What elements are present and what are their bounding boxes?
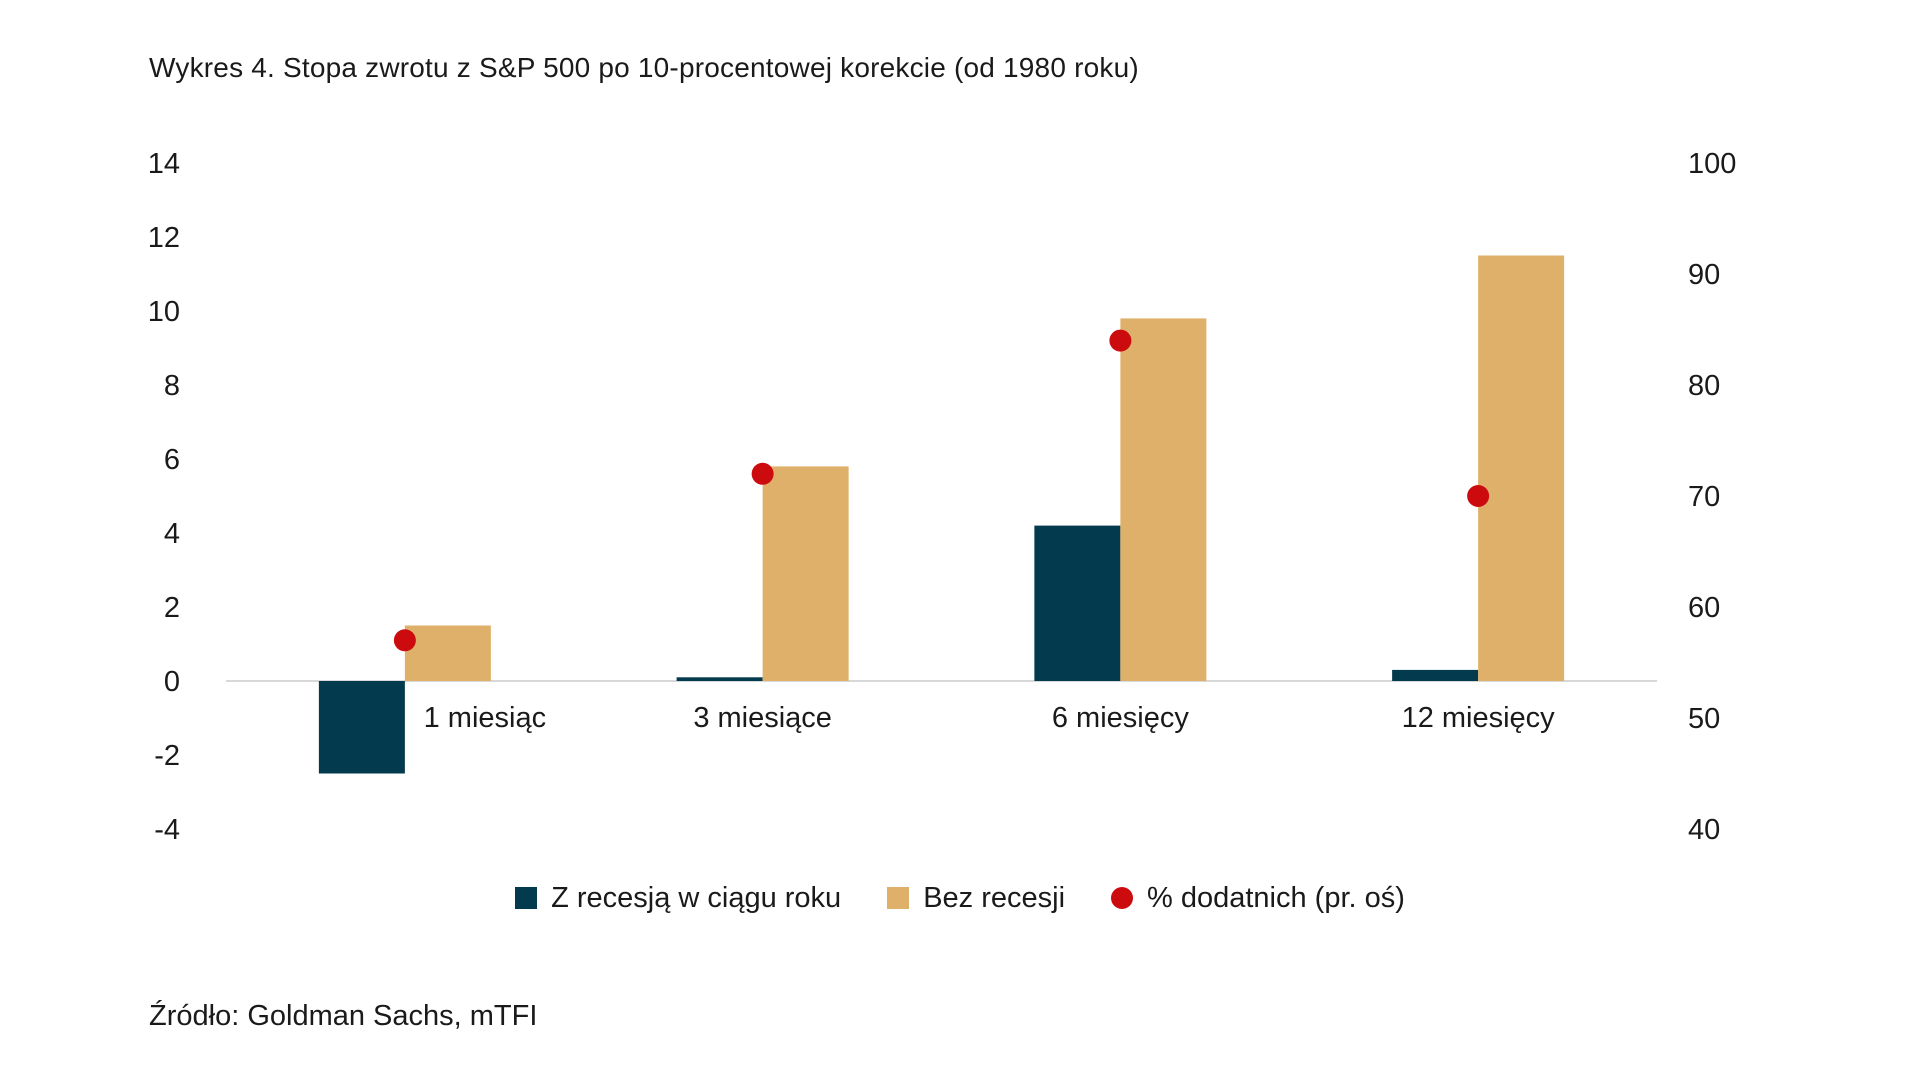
left-axis-tick-label: 8 [164, 370, 180, 402]
legend-swatch [887, 887, 910, 909]
left-axis-tick-label: 0 [164, 666, 180, 698]
right-axis-tick-label: 60 [1688, 592, 1720, 624]
chart-title: Wykres 4. Stopa zwrotu z S&P 500 po 10-p… [149, 52, 1139, 83]
left-axis-tick-label: 6 [164, 444, 180, 476]
legend-swatch [1111, 887, 1134, 909]
left-axis-tick-label: 12 [148, 222, 180, 254]
category-label: 6 miesięcy [1052, 702, 1189, 734]
left-axis-tick-label: 10 [148, 296, 180, 328]
scatter-point [1109, 329, 1132, 352]
chart-legend: Z recesją w ciągu roku Bez recesji % dod… [0, 880, 1920, 916]
bar [1034, 525, 1121, 681]
legend-label: Bez recesji [923, 881, 1066, 914]
legend-label: % dodatnich (pr. oś) [1147, 881, 1405, 914]
legend-item: Z recesją w ciągu roku [515, 882, 841, 915]
bar [1392, 669, 1479, 681]
bar [1120, 318, 1207, 681]
bar [404, 625, 491, 681]
right-axis-tick-label: 90 [1688, 259, 1720, 291]
left-axis-tick-label: 4 [164, 518, 180, 550]
right-axis-tick-label: 40 [1688, 814, 1720, 846]
legend-item: Bez recesji [887, 882, 1065, 915]
right-axis-tick-label: 80 [1688, 370, 1720, 402]
left-axis-tick-label: 2 [164, 592, 180, 624]
legend-item: % dodatnich (pr. oś) [1111, 882, 1405, 915]
bar [1478, 255, 1565, 681]
left-axis-tick-label: -4 [154, 814, 180, 846]
source-note: Źródło: Goldman Sachs, mTFI [149, 1000, 538, 1032]
right-axis-tick-label: 100 [1688, 148, 1736, 180]
scatter-point [751, 462, 774, 485]
left-axis-tick-label: -2 [154, 740, 180, 772]
scatter-point [393, 629, 416, 652]
bar [762, 466, 849, 681]
legend-swatch [515, 887, 538, 909]
category-label: 3 miesiące [693, 702, 832, 734]
bar [318, 681, 405, 774]
scatter-point [1467, 485, 1490, 507]
right-axis-tick-label: 50 [1688, 703, 1720, 735]
right-axis-tick-label: 70 [1688, 481, 1720, 513]
category-label: 12 miesięcy [1402, 702, 1556, 734]
category-label: 1 miesiąc [424, 702, 547, 734]
legend-label: Z recesją w ciągu roku [551, 881, 842, 914]
bar [676, 677, 763, 681]
left-axis-tick-label: 14 [148, 148, 180, 180]
